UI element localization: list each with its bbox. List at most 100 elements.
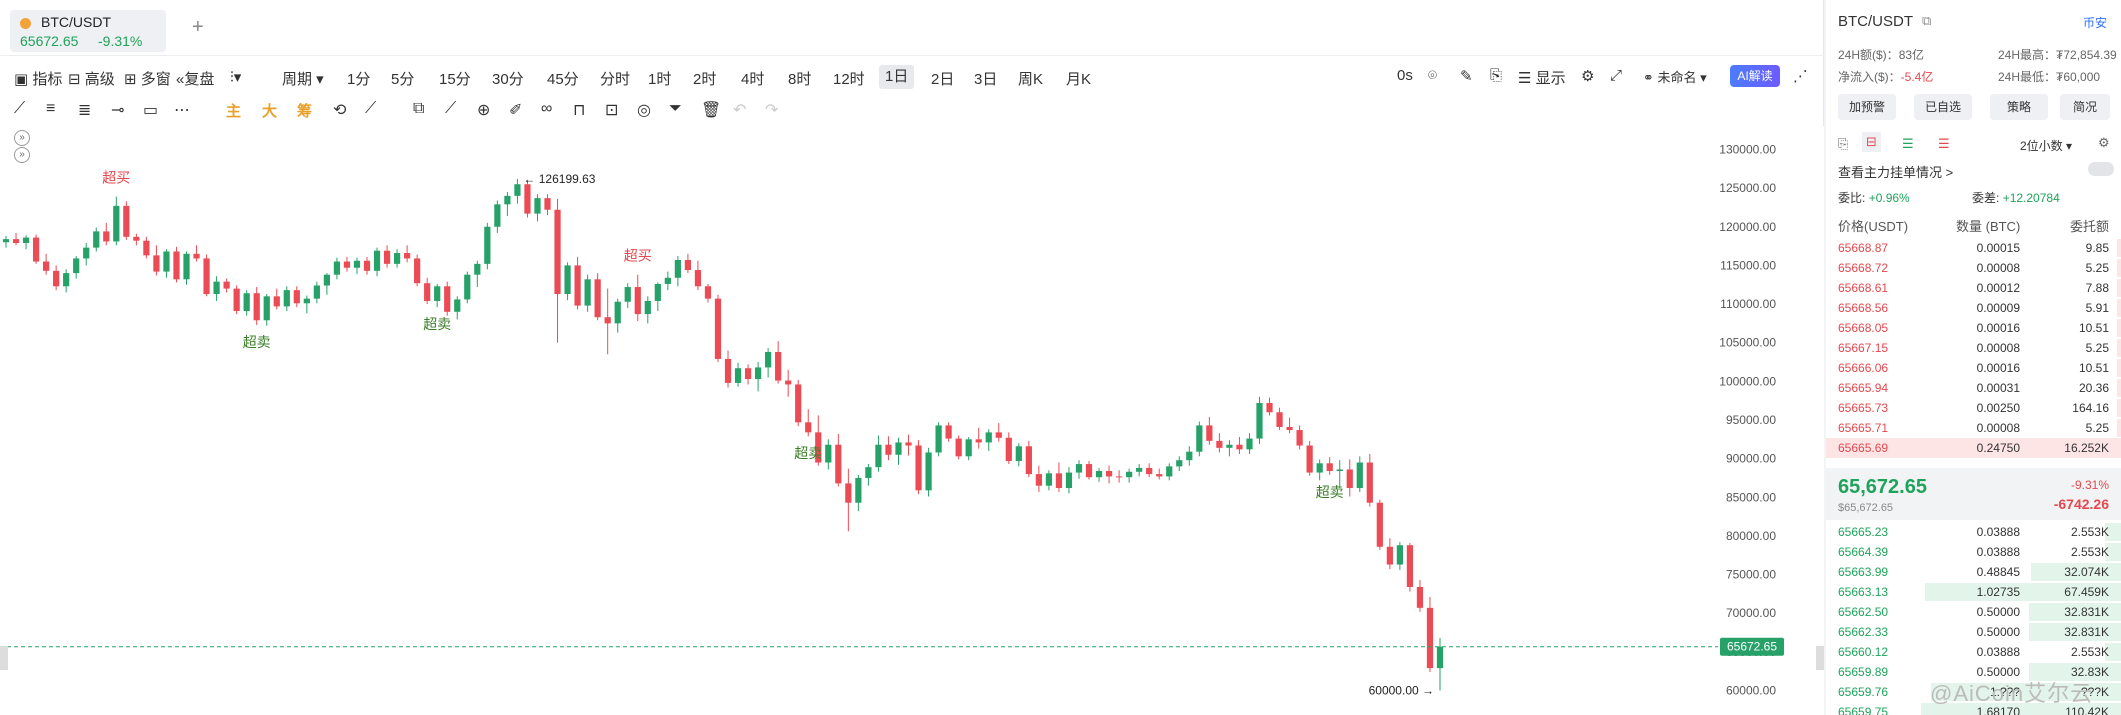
add-tab-button[interactable]: +	[192, 16, 204, 38]
copy-icon[interactable]: ⧉	[1922, 13, 1932, 28]
indicator-button[interactable]: ▣ 指标	[14, 71, 63, 88]
lock-tool-icon[interactable]: ⊓	[573, 102, 586, 119]
candle-body	[1196, 425, 1203, 452]
fullscreen-icon[interactable]: ⤢	[1610, 67, 1623, 84]
interval-14[interactable]: 周K	[1018, 71, 1044, 88]
display-button[interactable]: ☰ 显示	[1518, 70, 1566, 87]
ray-tool-icon[interactable]: ⊸	[111, 102, 125, 119]
chart-plot-area[interactable]: » » 130000.00 125000.00 120000.00 115000.00…	[0, 126, 1824, 715]
ask-row[interactable]: 65665.73 0.00250 164.16	[1826, 398, 2121, 418]
template-select[interactable]: ⚭ 未命名 ▾	[1643, 70, 1707, 85]
exchange-link[interactable]: 币安	[2083, 16, 2108, 30]
interval-4[interactable]: 45分	[547, 71, 579, 88]
ask-row[interactable]: 65665.94 0.00031 20.36	[1826, 378, 2121, 398]
chip-indicator-toggle[interactable]: 筹	[297, 103, 313, 120]
chart-panel: BTC/USDT 65672.65 -9.31% + ▣ 指标 ⊟ 高级 ⊞ 多…	[0, 0, 1824, 715]
rect-tool-icon[interactable]: ▭	[143, 102, 159, 119]
settings-gear-icon[interactable]: ⚙	[2098, 135, 2110, 150]
delete-tool-icon[interactable]: 🗑	[701, 102, 722, 119]
camera-icon[interactable]: ⌾	[1428, 67, 1438, 84]
both-side-icon[interactable]: ⊟	[1862, 132, 1881, 152]
pattern-tool-icon[interactable]: ⟲	[333, 102, 347, 119]
interval-9[interactable]: 8时	[788, 71, 812, 88]
big-indicator-toggle[interactable]: 大	[262, 103, 278, 120]
advanced-button[interactable]: ⊟ 高级	[68, 71, 115, 88]
strategy-button[interactable]: 策略	[1990, 94, 2048, 120]
bid-row[interactable]: 65660.12 0.03888 2.553K	[1826, 642, 2121, 662]
brush-tool-icon[interactable]: ✐	[509, 102, 523, 119]
candlestick-chart: 130000.00 125000.00 120000.00 115000.00 1100…	[0, 126, 1824, 715]
hline-tool-icon[interactable]: ≡	[46, 100, 56, 117]
copy-tool-icon[interactable]: ⧉	[413, 100, 425, 117]
candle-body	[574, 265, 581, 306]
ask-row[interactable]: 65665.69 0.24750 16.252K	[1826, 438, 2121, 458]
watchlist-button[interactable]: 已自选	[1914, 94, 1972, 120]
zoom-tool-icon[interactable]: ⊕	[477, 102, 491, 119]
ask-row[interactable]: 65668.87 0.00015 9.85	[1826, 238, 2121, 258]
chart-type-icon[interactable]: ⫶▾	[230, 69, 242, 86]
undo-icon[interactable]: ↶	[733, 102, 747, 119]
interval-0[interactable]: 1分	[347, 71, 371, 88]
low-annotation: 60000.00 →	[1369, 684, 1434, 698]
ask-row[interactable]: 65665.71 0.00008 5.25	[1826, 418, 2121, 438]
depth-toggle[interactable]	[2088, 162, 2114, 176]
ruler-tool-icon[interactable]: ⟋	[445, 100, 457, 117]
interval-7[interactable]: 2时	[693, 71, 717, 88]
bid-row[interactable]: 65659.89 0.50000 32.83K	[1826, 662, 2121, 682]
filter-tool-icon[interactable]: ⏷	[669, 100, 682, 117]
ask-row[interactable]: 65666.06 0.00016 10.51	[1826, 358, 2121, 378]
depth-mode-icon[interactable]: ⎘	[1838, 136, 1849, 151]
interval-13[interactable]: 3日	[974, 71, 998, 88]
candle-body	[243, 293, 250, 312]
interval-3[interactable]: 30分	[492, 71, 524, 88]
share-icon[interactable]: ⋰	[1793, 68, 1808, 85]
interval-11[interactable]: 1日	[879, 65, 915, 89]
decimals-select[interactable]: 2位小数 ▾	[2020, 139, 2073, 153]
depth-title[interactable]: 查看主力挂单情况 >	[1838, 165, 1954, 180]
edit-icon[interactable]: ✎	[1460, 68, 1473, 85]
interval-12[interactable]: 2日	[931, 71, 955, 88]
interval-8[interactable]: 4时	[741, 71, 765, 88]
interval-15[interactable]: 月K	[1066, 71, 1092, 88]
period-button[interactable]: 周期 ▾	[282, 71, 324, 88]
ai-analysis-button[interactable]: AI解读	[1730, 65, 1780, 87]
asks-only-icon[interactable]: ☰	[1938, 136, 1950, 151]
ask-row[interactable]: 65668.61 0.00012 7.88	[1826, 278, 2121, 298]
collapse-icon[interactable]: »	[14, 130, 30, 146]
bid-row[interactable]: 65659.76 1.??? ???K	[1826, 682, 2121, 702]
interval-5[interactable]: 分时	[600, 71, 631, 88]
ask-row[interactable]: 65668.56 0.00009 5.91	[1826, 298, 2121, 318]
magnet-tool-icon[interactable]: ∞	[541, 100, 553, 117]
interval-10[interactable]: 12时	[833, 71, 865, 88]
add-alert-button[interactable]: 加预警	[1838, 94, 1896, 120]
interval-2[interactable]: 15分	[439, 71, 471, 88]
symbol-tab[interactable]: BTC/USDT 65672.65 -9.31%	[10, 10, 166, 52]
multi-window-button[interactable]: ⊞ 多窗	[124, 71, 171, 88]
layout-icon[interactable]: ⎘	[1490, 67, 1503, 84]
bid-row[interactable]: 65663.13 1.02735 67.459K	[1826, 582, 2121, 602]
bid-row[interactable]: 65662.50 0.50000 32.831K	[1826, 602, 2121, 622]
alert-tool-icon[interactable]: ⊡	[605, 102, 619, 119]
fib-tool-icon[interactable]: ⟋	[365, 100, 377, 117]
bid-row[interactable]: 65665.23 0.03888 2.553K	[1826, 522, 2121, 542]
channel-tool-icon[interactable]: ≣	[78, 102, 92, 119]
more-tools-icon[interactable]: ⋯	[174, 102, 190, 119]
bid-row[interactable]: 65659.75 1.68170 110.42K	[1826, 702, 2121, 715]
redo-icon[interactable]: ↷	[765, 102, 779, 119]
expand-icon[interactable]: »	[14, 147, 30, 163]
overview-button[interactable]: 简况	[2060, 94, 2110, 120]
ask-row[interactable]: 65668.72 0.00008 5.25	[1826, 258, 2121, 278]
ask-row[interactable]: 65668.05 0.00016 10.51	[1826, 318, 2121, 338]
settings-icon[interactable]: ⚙	[1581, 68, 1595, 85]
hide-tool-icon[interactable]: ◎	[637, 102, 651, 119]
bid-row[interactable]: 65663.99 0.48845 32.074K	[1826, 562, 2121, 582]
interval-6[interactable]: 1时	[648, 71, 672, 88]
bid-row[interactable]: 65664.39 0.03888 2.553K	[1826, 542, 2121, 562]
main-indicator-toggle[interactable]: 主	[226, 103, 242, 120]
line-tool-icon[interactable]: ⟋	[14, 100, 26, 117]
bid-row[interactable]: 65662.33 0.50000 32.831K	[1826, 622, 2121, 642]
ask-row[interactable]: 65667.15 0.00008 5.25	[1826, 338, 2121, 358]
replay-button[interactable]: «复盘	[176, 71, 215, 88]
interval-1[interactable]: 5分	[391, 71, 415, 88]
bids-only-icon[interactable]: ☰	[1902, 136, 1914, 151]
